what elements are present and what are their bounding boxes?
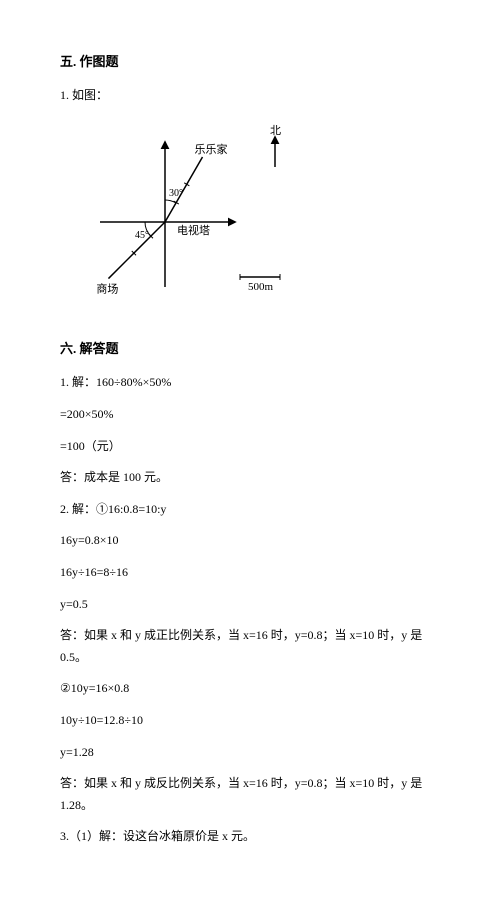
answer-line: =200×50%: [60, 404, 440, 426]
svg-text:30°: 30°: [169, 188, 183, 199]
answer-line: 答：如果 x 和 y 成反比例关系，当 x=16 时，y=0.8；当 x=10 …: [60, 773, 440, 816]
answer-line: 10y÷10=12.8÷10: [60, 710, 440, 732]
answer-line: y=1.28: [60, 742, 440, 764]
section6-title: 六. 解答题: [60, 337, 440, 360]
answer-line: 16y÷16=8÷16: [60, 562, 440, 584]
answer-line: 2. 解：①16:0.8=10:y: [60, 499, 440, 521]
answer-line: 答：如果 x 和 y 成正比例关系，当 x=16 时，y=0.8；当 x=10 …: [60, 625, 440, 668]
svg-text:北: 北: [270, 124, 281, 137]
compass-diagram: 北乐乐家电视塔商场 500m 30° 45°: [80, 122, 300, 312]
svg-text:500m: 500m: [248, 281, 274, 293]
answer-line: 1. 解：160÷80%×50%: [60, 372, 440, 394]
answer-line: y=0.5: [60, 594, 440, 616]
answer-line: =100（元）: [60, 436, 440, 458]
svg-text:商场: 商场: [96, 282, 118, 296]
section5-item1-prefix: 1. 如图：: [60, 85, 440, 107]
svg-text:45°: 45°: [135, 230, 149, 241]
answer-line: ②10y=16×0.8: [60, 678, 440, 700]
diagram-container: 北乐乐家电视塔商场 500m 30° 45°: [80, 122, 440, 312]
answer-line: 答：成本是 100 元。: [60, 467, 440, 489]
answer-line: 16y=0.8×10: [60, 530, 440, 552]
svg-text:乐乐家: 乐乐家: [195, 142, 228, 156]
answer-line: 3.（1）解：设这台冰箱原价是 x 元。: [60, 826, 440, 848]
svg-text:电视塔: 电视塔: [177, 223, 210, 237]
section6-lines-container: 1. 解：160÷80%×50% =200×50% =100（元） 答：成本是 100…: [60, 372, 440, 848]
section5-title: 五. 作图题: [60, 50, 440, 73]
